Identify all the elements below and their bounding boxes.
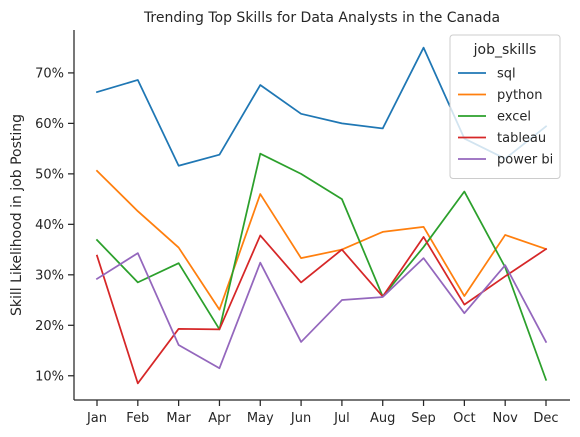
x-tick-label: Dec [533,411,558,426]
y-tick-label: 50% [35,167,64,182]
legend-box [449,34,561,179]
x-tick-label: Nov [492,411,518,426]
x-tick-label: Jan [86,411,107,426]
x-tick-label: Oct [453,411,475,426]
x-tick-label: Aug [370,411,395,426]
y-tick-label: 40% [35,218,64,233]
y-tick-label: 20% [35,319,64,334]
x-tick-label: Apr [208,411,231,426]
series-line-excel [95,152,548,381]
legend-label-excel: excel [497,110,531,125]
x-tick-label: Sep [411,411,436,426]
legend-label-tableau: tableau [497,131,546,146]
x-tick-label: Feb [126,411,149,426]
x-tick-label: Jun [290,411,311,426]
y-tick-label: 10% [35,369,64,384]
y-axis-label: Skill Likelihood in job Posting [9,114,25,316]
legend-label-python: python [497,88,542,103]
x-tick-label: Jul [333,411,350,426]
y-tick-label: 60% [35,117,64,132]
y-tick-label: 70% [35,66,64,81]
axes: Jan Feb Mar Apr May Jun Jul Aug Sep Oct Nov Dec 10% 2… [35,30,570,426]
series-line-tableau [95,234,548,385]
legend-label-power-bi: power bi [497,153,553,168]
legend-title: job_skills [473,42,537,58]
legend-label-sql: sql [497,67,516,82]
x-tick-label: Mar [166,411,191,426]
series-line-power-bi [95,252,548,370]
x-tick-label: May [247,411,274,426]
series-line-python [95,169,548,311]
y-tick-label: 30% [35,268,64,283]
chart-title: Trending Top Skills for Data Analysts in… [143,10,500,26]
